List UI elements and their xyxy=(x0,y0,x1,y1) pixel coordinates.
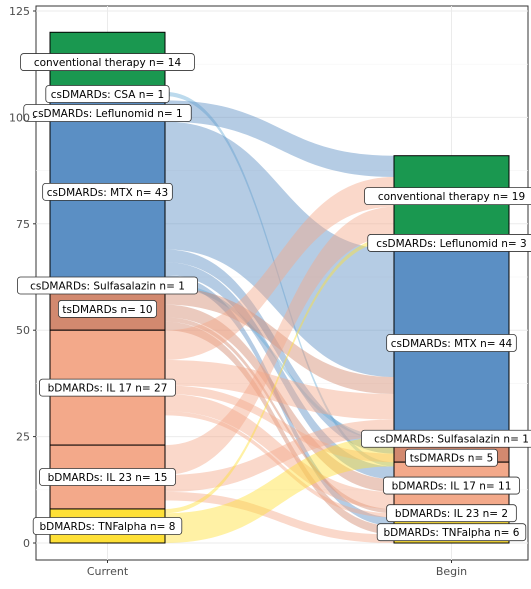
label-box xyxy=(45,85,170,103)
current-label-conventional-therapy: conventional therapy n= 14 xyxy=(20,53,195,71)
label-text: csDMARDs: CSA n= 1 xyxy=(51,89,164,101)
flow-bdmards-il-17-to-tsdmards xyxy=(165,385,394,463)
begin-label-tsdmards: tsDMARDs n= 5 xyxy=(405,448,498,467)
stratum-labels: conventional therapy n= 14 csDMARDs: CSA … xyxy=(17,53,531,542)
label-box xyxy=(405,448,498,467)
current-label-bdmards-tnfalpha: bDMARDs: TNFalpha n= 8 xyxy=(32,517,183,535)
x-axis-label-begin: Begin xyxy=(436,565,467,578)
axes: 0 25 50 75 100 125 Current Begin xyxy=(9,5,467,578)
label-text: csDMARDs: MTX n= 44 xyxy=(391,338,513,350)
label-text: bDMARDs: IL 17 n= 11 xyxy=(392,481,512,493)
flow-csdmards-sulfasalazin-to-csdmards-sulfasalazin xyxy=(165,283,394,441)
current-label-csdmards-sulfasalazin: csDMARDs: Sulfasalazin n= 1 xyxy=(17,276,198,295)
label-box xyxy=(367,234,531,252)
label-box xyxy=(364,187,531,206)
label-box xyxy=(42,182,173,201)
flow-tsdmards-to-bdmards-tnfalpha xyxy=(165,321,394,535)
flow-tsdmards-to-bdmards-il-17 xyxy=(165,304,394,492)
label-box xyxy=(39,378,176,397)
y-tick-label-50: 50 xyxy=(16,324,30,337)
label-text: tsDMARDs n= 10 xyxy=(62,304,152,316)
label-text: conventional therapy n= 14 xyxy=(34,57,182,69)
label-box xyxy=(58,300,157,318)
begin-label-bdmards-il-17: bDMARDs: IL 17 n= 11 xyxy=(383,476,520,495)
current-label-bdmards-il-23: bDMARDs: IL 23 n= 15 xyxy=(39,468,176,486)
label-text: csDMARDs: Sulfasalazin n= 1 xyxy=(30,281,185,293)
y-tick-label-125: 125 xyxy=(9,5,30,18)
flow-csdmards-csa-to-bdmards-il-17 xyxy=(165,91,394,467)
flow-bdmards-il-17-to-bdmards-il-17 xyxy=(165,394,394,509)
y-tick-label-100: 100 xyxy=(9,111,30,124)
flow-bdmards-il-23-to-bdmards-tnfalpha xyxy=(165,491,394,543)
label-box xyxy=(20,53,195,71)
flow-bdmards-tnfalpha-to-csdmards-mtx xyxy=(165,436,394,543)
begin-label-csdmards-leflunomid: csDMARDs: Leflunomid n= 3 xyxy=(367,234,531,252)
label-box xyxy=(32,517,183,535)
current-label-csdmards-csa: csDMARDs: CSA n= 1 xyxy=(45,85,170,103)
current-label-tsdmards: tsDMARDs n= 10 xyxy=(58,300,157,318)
flow-tsdmards-to-bdmards-il-23 xyxy=(165,317,394,514)
label-text: csDMARDs: Leflunomid n= 3 xyxy=(376,238,526,250)
flow-csdmards-mtx-to-bdmards-tnfalpha xyxy=(165,274,394,526)
label-text: tsDMARDs n= 5 xyxy=(410,453,494,465)
flow-bdmards-il-23-to-csdmards-mtx xyxy=(165,419,394,492)
flow-bdmards-tnfalpha-to-csdmards-leflunomid xyxy=(165,236,394,514)
y-tick-label-0: 0 xyxy=(23,537,30,550)
label-text: csDMARDs: Sulfasalazin n= 1 xyxy=(374,434,529,446)
label-text: csDMARDs: MTX n= 43 xyxy=(47,187,168,199)
label-box xyxy=(17,276,198,295)
label-text: bDMARDs: IL 23 n= 2 xyxy=(395,508,508,520)
flow-bdmards-il-17-to-csdmards-mtx xyxy=(165,359,394,420)
label-box xyxy=(386,334,517,352)
label-text: conventional therapy n= 19 xyxy=(378,191,525,203)
begin-label-csdmards-sulfasalazin: csDMARDs: Sulfasalazin n= 1 xyxy=(361,429,531,448)
current-label-csdmards-leflunomid: csDMARDs: Leflunomid n= 1 xyxy=(23,104,192,122)
current-label-bdmards-il-17: bDMARDs: IL 17 n= 27 xyxy=(39,378,176,397)
label-text: bDMARDs: TNFalpha n= 6 xyxy=(384,527,520,539)
label-text: csDMARDs: Leflunomid n= 1 xyxy=(32,108,182,120)
flow-bdmards-il-17-to-conventional-therapy xyxy=(165,176,394,360)
label-box xyxy=(383,476,520,495)
begin-label-bdmards-il-23: bDMARDs: IL 23 n= 2 xyxy=(386,504,517,523)
flows xyxy=(165,91,394,543)
label-box xyxy=(386,504,517,523)
begin-label-bdmards-tnfalpha: bDMARDs: TNFalpha n= 6 xyxy=(376,523,527,542)
y-tick-label-75: 75 xyxy=(16,218,30,231)
label-text: bDMARDs: IL 17 n= 27 xyxy=(48,383,168,395)
current-label-csdmards-mtx: csDMARDs: MTX n= 43 xyxy=(42,182,173,201)
label-box xyxy=(39,468,176,486)
flow-csdmards-mtx-to-bdmards-il-17 xyxy=(165,262,394,480)
label-text: bDMARDs: TNFalpha n= 8 xyxy=(40,521,176,533)
label-box xyxy=(23,104,192,122)
flow-bdmards-il-17-to-bdmards-il-23 xyxy=(165,411,394,518)
label-box xyxy=(361,429,531,448)
flow-csdmards-mtx-to-csdmards-mtx xyxy=(165,121,394,378)
label-text: bDMARDs: IL 23 n= 15 xyxy=(48,472,168,484)
begin-label-csdmards-mtx: csDMARDs: MTX n= 44 xyxy=(386,334,517,352)
flow-tsdmards-to-csdmards-mtx xyxy=(165,287,394,395)
flow-csdmards-mtx-to-conventional-therapy xyxy=(165,100,394,177)
flow-bdmards-il-23-to-conventional-therapy xyxy=(165,206,394,475)
label-box xyxy=(376,523,527,542)
begin-label-conventional-therapy: conventional therapy n= 19 xyxy=(364,187,531,206)
x-axis-label-current: Current xyxy=(87,565,129,578)
flow-csdmards-mtx-to-tsdmards xyxy=(165,249,394,454)
y-tick-label-25: 25 xyxy=(16,431,30,444)
